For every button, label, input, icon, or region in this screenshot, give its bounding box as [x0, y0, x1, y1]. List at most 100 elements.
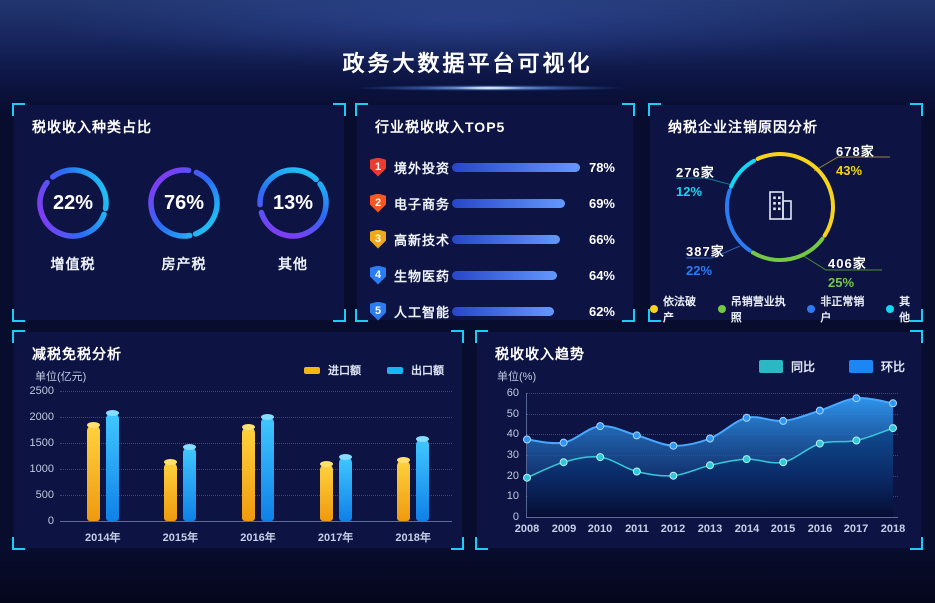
- callout-count: 276家: [676, 165, 715, 180]
- bar-group-2018年: 2018年: [395, 391, 431, 544]
- corner-bracket-icon: [355, 103, 368, 116]
- legend-label: 出口额: [411, 365, 444, 377]
- industry-percent: 64%: [588, 267, 615, 283]
- rank-badge-icon: 4: [370, 265, 386, 285]
- bar-track: [452, 162, 580, 172]
- x-axis-label: 2017: [843, 523, 869, 535]
- top5-row-1: 2 电子商务 69%: [370, 191, 615, 215]
- corner-bracket-icon: [475, 330, 488, 343]
- callout-count: 678家: [836, 144, 875, 159]
- legend-label: 其他: [899, 296, 911, 324]
- legend-swatch-icon: [304, 366, 320, 374]
- callout-percent: 43%: [836, 163, 863, 178]
- reduction-gridlines: [60, 391, 452, 522]
- reduction-plot: 2014年 2015年 2016年 2017年 2018年: [64, 391, 452, 544]
- legend-item[interactable]: 出口额: [387, 362, 444, 378]
- panel-industry-top5: 行业税收收入TOP5 1 境外投资 78% 2 电子商务 69% 3 高新技术 …: [355, 103, 635, 322]
- page-title: 政务大数据平台可视化: [342, 51, 593, 76]
- import-bar: [164, 459, 178, 521]
- corner-bracket-icon: [333, 103, 346, 116]
- gauge-percent: 22%: [52, 191, 94, 214]
- gauge-label: 房产税: [161, 256, 207, 272]
- panel-title: 税收收入种类占比: [32, 119, 152, 135]
- callout-revoked: 406家 25%: [828, 253, 867, 290]
- gauge-percent: 13%: [272, 191, 314, 214]
- industry-label: 生物医药: [394, 268, 451, 284]
- legend-item[interactable]: 进口额: [304, 362, 361, 378]
- unit-label: 单位(亿元): [35, 371, 87, 383]
- reduction-y-axis: 0 500 1000 1500 2000 2500: [29, 385, 54, 527]
- import-bar: [397, 457, 411, 521]
- top5-row-3: 4 生物医药 64%: [370, 263, 615, 287]
- legend-item[interactable]: 其他: [886, 293, 921, 325]
- gauge-label: 其他: [278, 256, 308, 272]
- panel-title: 纳税企业注销原因分析: [668, 119, 818, 135]
- bar-group-2014年: 2014年: [85, 391, 121, 544]
- corner-bracket-icon: [910, 330, 923, 343]
- panel-tax-reduction: 减税免税分析 单位(亿元) 进口额 出口额 0 500 1000 1500 2000 25…: [12, 330, 464, 550]
- panel-deregistration: 纳税企业注销原因分析 678家 43% 276家 12% 387家 22% 40…: [648, 103, 923, 324]
- x-axis-label: 2018年: [395, 532, 431, 544]
- industry-percent: 78%: [588, 159, 615, 175]
- trend-chart: [523, 394, 897, 517]
- export-bar: [260, 414, 274, 521]
- gauge-property-tax: 76% 房产税: [144, 165, 224, 274]
- top5-row-0: 1 境外投资 78%: [370, 155, 615, 179]
- corner-bracket-icon: [12, 330, 25, 343]
- unit-label: 单位(%): [497, 371, 537, 383]
- legend-dot-icon: [650, 305, 658, 313]
- bar-group-2017年: 2017年: [318, 391, 353, 544]
- legend-item[interactable]: 环比: [848, 358, 905, 375]
- callout-abnormal: 387家 22%: [686, 241, 725, 278]
- bar-track: [452, 234, 569, 244]
- x-axis-label: 2015: [770, 523, 796, 535]
- reduction-legend: 进口额 出口额: [304, 362, 444, 378]
- industry-percent: 66%: [588, 231, 615, 247]
- top5-row-4: 5 人工智能 62%: [370, 299, 615, 323]
- legend-item[interactable]: 同比: [758, 358, 815, 375]
- legend-label: 依法破产: [662, 296, 696, 324]
- x-axis-label: 2016年: [240, 532, 276, 544]
- trend-x-axis: 2008 2009 2010 2011 2012 2013 2014 2015 2016 2017…: [477, 523, 921, 539]
- corner-bracket-icon: [910, 309, 923, 322]
- value-bar: [452, 306, 554, 316]
- x-axis-label: 2013: [697, 523, 723, 535]
- legend-dot-icon: [886, 305, 895, 313]
- x-axis-label: 2012: [660, 523, 686, 535]
- industry-label: 境外投资: [394, 160, 451, 176]
- legend-item[interactable]: 依法破产: [650, 293, 707, 325]
- export-bar: [105, 410, 119, 521]
- industry-label: 高新技术: [394, 232, 451, 248]
- top5-rows: 1 境外投资 78% 2 电子商务 69% 3 高新技术 66% 4 生物医药 …: [370, 155, 615, 335]
- legend-dot-icon: [807, 305, 816, 313]
- value-bar: [452, 198, 565, 208]
- trend-legend: 同比 环比: [758, 358, 905, 375]
- industry-percent: 69%: [588, 195, 615, 211]
- callout-other: 276家 12%: [676, 162, 715, 199]
- corner-bracket-icon: [333, 309, 346, 322]
- corner-bracket-icon: [355, 309, 368, 322]
- gauge-percent: 76%: [163, 191, 205, 214]
- panel-tax-type: 税收收入种类占比 22% 增值税 76% 房产税 13% 其他: [12, 103, 346, 322]
- corner-bracket-icon: [12, 309, 25, 322]
- x-axis-label: 2011: [625, 523, 649, 535]
- callout-count: 406家: [828, 256, 867, 271]
- export-bar: [183, 444, 197, 521]
- x-axis-label: 2015年: [162, 532, 199, 544]
- gauge-ring-icon: [257, 167, 329, 239]
- deregistration-legend: 依法破产 吊销营业执照 非正常销户 其他: [650, 293, 921, 325]
- panel-title: 税收收入趋势: [495, 346, 585, 362]
- export-bar: [338, 454, 352, 521]
- light-flare-core: [455, 86, 525, 90]
- industry-label: 人工智能: [394, 304, 451, 320]
- legend-item[interactable]: 非正常销户: [807, 293, 875, 325]
- building-icon: [769, 191, 792, 220]
- x-axis-label: 2010: [587, 523, 613, 535]
- x-axis-label: 2008: [514, 523, 540, 535]
- legend-item[interactable]: 吊销营业执照: [717, 293, 797, 325]
- legend-label: 吊销营业执照: [730, 296, 786, 324]
- import-bar: [241, 424, 255, 521]
- trend-y-axis-line: [526, 393, 527, 517]
- panel-tax-trend: 税收收入趋势 单位(%) 同比 环比 0 10 20 30 40 50 60 2008 200…: [475, 330, 923, 550]
- industry-percent: 62%: [588, 303, 615, 319]
